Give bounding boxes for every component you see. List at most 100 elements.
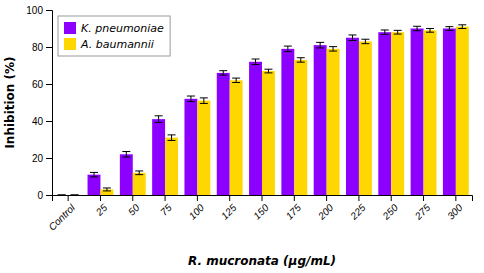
bar	[294, 60, 307, 195]
legend: K. pneumoniae A. baumannii	[58, 16, 170, 56]
bar	[346, 38, 359, 195]
legend-label: A. baumannii	[80, 38, 154, 51]
bar	[359, 41, 372, 195]
tick-mark	[46, 10, 52, 11]
tick-mark	[326, 195, 327, 201]
x-axis-title: R. mucronata (μg/mL)	[188, 254, 336, 268]
y-axis-title: Inhibition (%)	[3, 56, 17, 148]
tick-mark	[100, 195, 101, 201]
bar	[424, 30, 437, 195]
error-bar	[297, 58, 305, 62]
error-bar	[458, 25, 466, 29]
tick-label: 75	[158, 202, 174, 218]
error-bar	[219, 71, 227, 75]
tick-mark	[294, 195, 295, 201]
marks	[58, 25, 469, 195]
error-bar	[90, 172, 98, 176]
legend-swatch	[64, 22, 76, 34]
chart: 0 20 40 60 80 100 Control 25 50 75 100 125 150 175 200…	[0, 0, 484, 273]
tick-mark	[132, 195, 133, 201]
tick: 125	[219, 195, 239, 222]
bar	[456, 27, 469, 195]
tick-label: 20	[32, 153, 44, 164]
tick-label: 300	[445, 202, 465, 222]
error-bar	[413, 26, 421, 30]
tick-label: 275	[412, 202, 433, 223]
error-bar	[168, 135, 176, 141]
tick-label: 100	[26, 5, 43, 16]
bar	[68, 195, 81, 196]
axis-line	[53, 196, 473, 202]
error-bar	[135, 171, 143, 175]
tick: 60	[32, 79, 52, 90]
error-bar	[200, 98, 208, 104]
x-axis: Control 25 50 75 100 125 150 175 200 225 250 275 300	[46, 195, 472, 233]
tick-label: 225	[347, 202, 368, 223]
tick-mark	[46, 158, 52, 159]
error-bar	[329, 47, 337, 51]
error-bar	[348, 35, 356, 41]
tick: 225	[347, 195, 368, 222]
legend-item: A. baumannii	[64, 38, 154, 51]
tick: 0	[37, 190, 52, 201]
bar	[165, 138, 178, 195]
bar	[55, 195, 68, 196]
tick: 150	[251, 195, 271, 222]
error-bar	[264, 69, 272, 73]
bar	[443, 29, 456, 196]
tick-mark	[46, 47, 52, 48]
legend-box	[58, 16, 170, 56]
error-bar	[232, 78, 240, 82]
tick: 40	[32, 116, 52, 127]
error-bar	[426, 29, 434, 33]
error-bar	[71, 195, 79, 196]
tick-mark	[391, 195, 392, 201]
tick-mark	[165, 195, 166, 201]
tick-mark	[197, 195, 198, 201]
tick: Control	[46, 195, 77, 233]
tick: 100	[187, 195, 207, 222]
tick-label: 25	[93, 202, 110, 219]
legend-swatch	[64, 38, 76, 50]
error-bar	[445, 27, 453, 31]
error-bar	[122, 152, 130, 158]
tick: 275	[412, 195, 433, 222]
series	[71, 25, 469, 195]
tick: 175	[284, 195, 304, 222]
legend-label: K. pneumoniae	[81, 22, 164, 35]
y-axis: 0 20 40 60 80 100	[26, 5, 52, 201]
tick: 75	[158, 195, 174, 218]
tick-mark	[46, 195, 52, 196]
bar	[184, 99, 197, 195]
error-bar	[284, 46, 292, 52]
bar	[411, 29, 424, 196]
bar	[120, 154, 133, 195]
bar	[230, 80, 243, 195]
tick-label: 250	[380, 202, 401, 223]
tick: 250	[380, 195, 401, 222]
error-bar	[316, 42, 324, 48]
error-bar	[361, 39, 369, 43]
bar	[152, 119, 165, 195]
tick: 80	[32, 42, 52, 53]
tick-label: Control	[46, 201, 77, 232]
bar	[88, 175, 101, 195]
bar	[314, 45, 327, 195]
tick-mark	[423, 195, 424, 201]
error-bar	[252, 59, 260, 65]
tick: 100	[26, 5, 52, 16]
tick-label: 100	[187, 202, 207, 222]
bar	[197, 101, 210, 195]
bar	[378, 32, 391, 195]
tick: 300	[445, 195, 465, 222]
tick-label: 200	[315, 202, 336, 223]
bar	[262, 71, 275, 195]
bar	[327, 49, 340, 195]
tick: 50	[126, 195, 142, 218]
bar	[249, 62, 262, 195]
tick-mark	[455, 195, 456, 201]
legend-item: K. pneumoniae	[64, 22, 164, 35]
error-bar	[155, 116, 163, 123]
plot: 0 20 40 60 80 100 Control 25 50 75 100 125 150 175 200…	[26, 5, 472, 233]
tick-mark	[68, 195, 69, 201]
